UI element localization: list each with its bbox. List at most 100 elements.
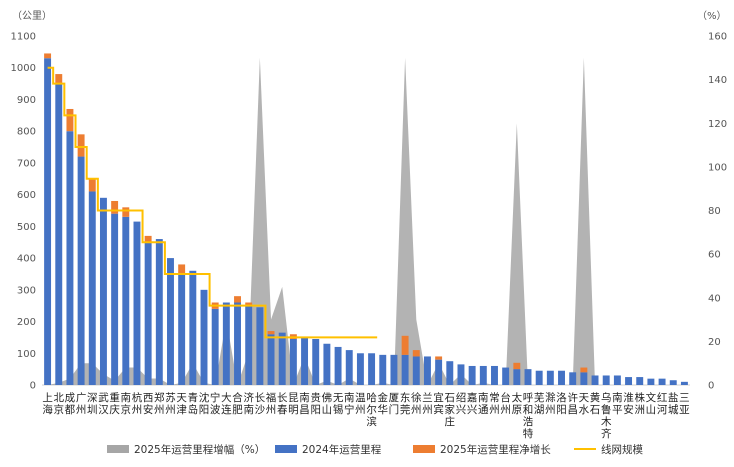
x-category-label: 哈尔滨	[366, 391, 377, 428]
x-category-label: 株洲	[634, 391, 645, 416]
bar-2024-mileage	[356, 353, 364, 385]
bar-2025-increase	[122, 207, 130, 217]
x-category-label: 淮安	[623, 392, 634, 416]
bar-2024-mileage	[513, 369, 521, 385]
legend-swatch-box	[107, 445, 129, 453]
x-category-label: 洛阳	[556, 391, 567, 416]
bar-2025-increase	[66, 108, 74, 132]
bar-2025-increase	[245, 302, 253, 306]
y2-tick-label: 160	[708, 32, 727, 43]
x-category-label: 厦门	[389, 392, 400, 416]
legend-label: 2025年运营里程增幅（%）	[134, 443, 265, 456]
bar-2025-increase	[234, 296, 241, 303]
bars-layer	[44, 53, 688, 386]
bar-2024-mileage	[479, 365, 487, 385]
bar-2025-increase	[412, 350, 420, 357]
left-axis-unit: （公里）	[12, 10, 52, 22]
y-tick-label: 300	[17, 285, 36, 296]
y-tick-label: 700	[17, 158, 36, 169]
legend-swatch-box	[275, 445, 297, 453]
x-category-label: 合肥	[232, 391, 243, 416]
bar-2024-mileage	[256, 307, 264, 385]
x-category-label: 许昌	[567, 391, 578, 416]
bar-2025-increase	[77, 134, 85, 157]
bar-2024-mileage	[345, 350, 353, 385]
x-category-label: 南平	[612, 391, 623, 416]
y2-tick-label: 60	[708, 250, 721, 261]
y2-tick-label: 120	[708, 119, 727, 130]
x-category-label: 重庆	[109, 391, 120, 416]
x-category-label: 石家庄	[445, 392, 456, 428]
bar-2024-mileage	[133, 221, 141, 385]
right-axis-unit: （%）	[697, 10, 727, 22]
y-tick-label: 1000	[11, 63, 36, 74]
bar-2024-mileage	[546, 370, 554, 385]
bar-2024-mileage	[245, 305, 253, 385]
legend-swatch-box	[413, 445, 435, 453]
x-category-label: 杭州	[132, 391, 143, 416]
x-category-label: 盐城	[668, 391, 679, 416]
bar-2024-mileage	[77, 156, 85, 385]
legend-item: 2024年运营里程	[275, 443, 382, 456]
bar-2024-mileage	[301, 337, 309, 385]
y2-tick-label: 100	[708, 162, 727, 173]
x-category-label: 天水	[579, 392, 590, 416]
bar-2024-mileage	[278, 332, 286, 385]
bar-2025-increase	[580, 367, 588, 373]
legend-label: 2025年运营里程净增长	[440, 443, 551, 456]
legend-label: 线网规模	[601, 443, 643, 456]
bar-2024-mileage	[178, 273, 186, 385]
y-tick-label: 500	[17, 222, 36, 233]
y-tick-label: 0	[30, 381, 36, 392]
bar-2024-mileage	[569, 372, 577, 385]
legend-item: 2025年运营里程增幅（%）	[107, 443, 265, 456]
x-category-label: 天津	[176, 392, 187, 416]
y-tick-label: 600	[17, 190, 36, 201]
bar-2024-mileage	[669, 380, 677, 385]
bar-2024-mileage	[211, 308, 219, 385]
y-tick-label: 100	[17, 349, 36, 360]
bar-2024-mileage	[591, 375, 599, 385]
bar-2024-mileage	[535, 370, 543, 385]
x-category-label: 红河	[657, 391, 668, 416]
legend-label: 2024年运营里程	[302, 443, 382, 456]
bar-2024-mileage	[580, 372, 588, 385]
bar-2024-mileage	[412, 356, 420, 385]
bar-2024-mileage	[99, 197, 107, 385]
x-category-label: 宜宾	[433, 391, 444, 416]
x-category-label: 无锡	[333, 392, 344, 416]
x-category-label: 东莞	[400, 391, 411, 416]
x-category-label: 芜湖	[534, 391, 545, 416]
x-category-label: 广州	[76, 392, 87, 416]
legend-item: 2025年运营里程净增长	[413, 443, 551, 456]
x-category-label: 北京	[54, 392, 65, 416]
x-category-label: 佛山	[322, 391, 333, 416]
bar-2024-mileage	[66, 131, 74, 385]
x-category-label: 长春	[277, 392, 288, 416]
bar-2024-mileage	[558, 370, 565, 385]
bar-2024-mileage	[435, 359, 443, 385]
bar-2024-mileage	[88, 191, 96, 385]
x-category-label: 常州	[489, 391, 500, 416]
bar-2024-mileage	[401, 354, 409, 385]
bar-2024-mileage	[658, 378, 666, 385]
bar-2025-increase	[55, 74, 63, 84]
bar-2025-increase	[178, 264, 186, 274]
bar-2024-mileage	[200, 289, 208, 385]
bar-2024-mileage	[524, 369, 532, 385]
x-category-label: 昆明	[288, 392, 299, 416]
bar-2025-increase	[44, 53, 52, 59]
x-category-label: 南通	[478, 391, 489, 416]
y-tick-label: 800	[17, 127, 36, 138]
bar-2024-mileage	[379, 354, 387, 385]
bar-2024-mileage	[636, 377, 644, 385]
bar-2024-mileage	[312, 339, 320, 385]
x-category-label: 金华	[378, 391, 389, 416]
y2-tick-label: 20	[708, 337, 721, 348]
x-category-label: 青岛	[188, 391, 199, 416]
x-category-label: 文山	[646, 391, 657, 416]
network-scale-line	[47, 66, 378, 339]
bar-2024-mileage	[446, 361, 454, 385]
bar-2024-mileage	[155, 239, 163, 385]
